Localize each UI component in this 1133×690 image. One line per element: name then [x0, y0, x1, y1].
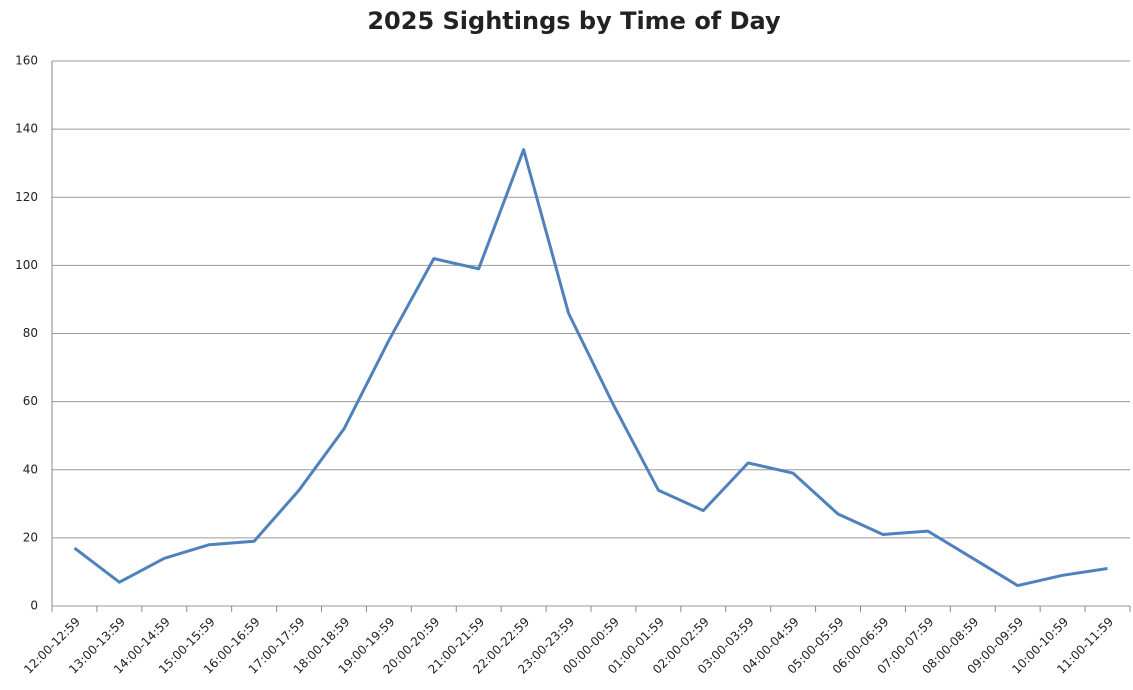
y-tick-label: 20: [23, 530, 38, 544]
y-tick-label: 40: [23, 462, 38, 476]
chart-title: 2025 Sightings by Time of Day: [367, 7, 781, 35]
y-tick-label: 100: [15, 258, 38, 272]
y-tick-label: 80: [23, 326, 38, 340]
y-tick-label: 120: [15, 190, 38, 204]
y-tick-label: 160: [15, 54, 38, 68]
y-tick-label: 60: [23, 394, 38, 408]
y-tick-label: 140: [15, 122, 38, 136]
data-line: [73, 148, 1108, 588]
y-tick-label: 0: [30, 599, 38, 613]
